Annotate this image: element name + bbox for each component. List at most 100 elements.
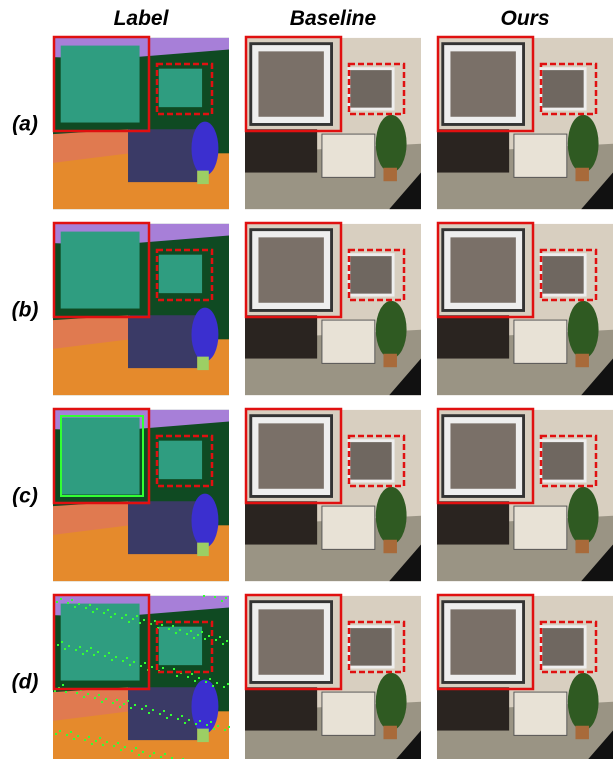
pixel-noise [226,640,228,642]
pixel-noise [115,656,117,658]
zoom-inset [436,407,535,505]
zoom-region [539,620,598,674]
image-cell [436,407,613,583]
image-cell [244,221,421,397]
pixel-noise [125,614,127,616]
pixel-noise [88,736,90,738]
zoom-region [539,62,598,116]
pixel-noise [168,628,170,630]
pixel-noise [130,707,132,709]
pixel-noise [203,595,205,597]
pixel-noise [83,696,85,698]
image-cell [244,35,421,211]
zoom-region [539,248,598,302]
pixel-noise [98,694,100,696]
pixel-noise [208,635,210,637]
pixel-noise [225,597,227,599]
pixel-noise [111,659,113,661]
pixel-noise [82,653,84,655]
pixel-noise [191,673,193,675]
image [245,594,421,764]
pixel-noise [131,750,133,752]
pixel-noise [101,701,103,703]
pixel-noise [86,650,88,652]
pixel-noise [171,757,173,759]
pixel-noise [188,719,190,721]
pixel-noise [89,604,91,606]
pixel-noise [187,676,189,678]
image-cell [52,221,229,396]
pixel-noise [173,668,175,670]
image-cell [52,593,230,764]
image-cell [436,593,613,764]
row-label: (a) [12,113,38,136]
pixel-noise [145,705,147,707]
pixel-noise [175,632,177,634]
pixel-noise [216,682,218,684]
zoom-region [539,434,598,488]
pixel-noise [194,680,196,682]
image-cell [436,221,613,397]
pixel-noise [76,692,78,694]
pixel-noise [54,690,56,692]
zoom-region [347,62,406,116]
zoom-inset [52,35,151,133]
zoom-region [347,620,406,674]
zoom-inset [244,407,343,505]
image-cell [244,593,421,764]
pixel-noise [61,641,63,643]
pixel-noise [181,715,183,717]
pixel-noise [104,655,106,657]
pixel-noise [75,649,77,651]
pixel-noise [68,645,70,647]
pixel-noise [228,726,230,728]
pixel-noise [135,747,137,749]
pixel-noise [133,661,135,663]
pixel-noise [166,717,168,719]
pixel-noise [55,733,57,735]
zoom-region [155,620,214,674]
pixel-noise [142,751,144,753]
pixel-noise [201,631,203,633]
pixel-noise [190,630,192,632]
pixel-noise [224,729,226,731]
pixel-noise [214,596,216,598]
pixel-noise [78,603,80,605]
pixel-noise [67,602,69,604]
pixel-noise [204,638,206,640]
row-label: (d) [12,671,39,694]
pixel-noise [92,611,94,613]
pixel-noise [87,693,89,695]
zoom-inset [436,221,535,319]
pixel-noise [163,710,165,712]
pixel-noise [102,744,104,746]
pixel-noise [150,623,152,625]
pixel-noise [122,660,124,662]
edge-noise [60,415,144,497]
pixel-noise [164,753,166,755]
pixel-noise [184,722,186,724]
pixel-noise [221,600,223,602]
pixel-noise [176,675,178,677]
pixel-noise [212,685,214,687]
pixel-noise [97,651,99,653]
pixel-noise [126,657,128,659]
image-cell [436,35,613,211]
pixel-noise [107,609,109,611]
image-cell [52,35,229,210]
pixel-noise [77,735,79,737]
pixel-noise [138,754,140,756]
pixel-noise [141,708,143,710]
pixel-noise [121,617,123,619]
pixel-noise [117,742,119,744]
pixel-noise [127,700,129,702]
pixel-noise [161,624,163,626]
zoom-inset [436,593,535,691]
pixel-noise [74,606,76,608]
image-cell [52,407,229,582]
pixel-noise [217,725,219,727]
pixel-noise [106,741,108,743]
row-label: (c) [12,485,38,508]
pixel-noise [59,730,61,732]
pixel-noise [57,644,59,646]
